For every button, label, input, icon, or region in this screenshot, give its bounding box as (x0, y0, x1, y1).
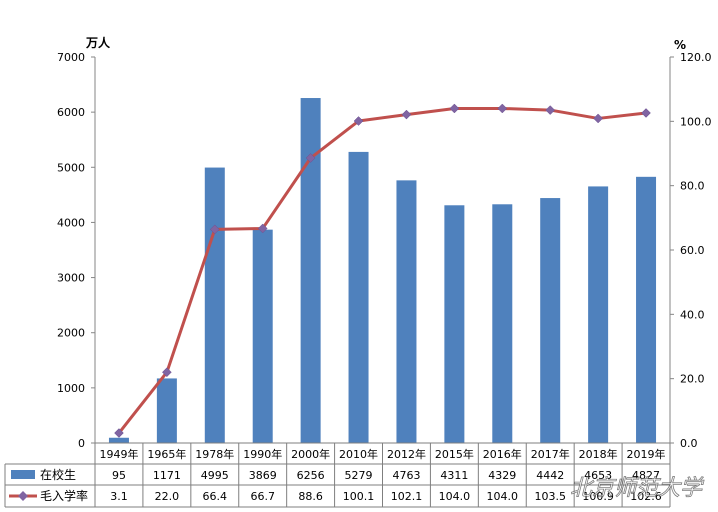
line-point (401, 109, 412, 120)
x-tick-label: 1949年 (99, 447, 138, 461)
x-tick-label: 2015年 (435, 447, 474, 461)
data-label: 4995 (201, 469, 229, 482)
line-point (593, 113, 603, 124)
bar (396, 180, 417, 444)
data-label: 3.1 (110, 490, 128, 503)
x-tick-label: 1990年 (243, 447, 282, 461)
line-point (545, 105, 556, 115)
x-tick-label: 2012年 (387, 447, 426, 461)
legend-marker (18, 491, 28, 501)
line-point (449, 103, 460, 114)
y-left-tick-label: 3000 (57, 272, 85, 285)
y-right-tick-label: 40.0 (680, 308, 705, 321)
bar (540, 198, 561, 443)
y-left-tick-label: 5000 (57, 161, 85, 174)
x-tick-label: 1965年 (147, 447, 186, 461)
line-point (162, 367, 172, 378)
y-left-tick-label: 1000 (57, 382, 85, 395)
legend-bar-swatch (11, 470, 35, 479)
y-left-unit: 万人 (85, 35, 111, 50)
y-left-tick-label: 4000 (57, 216, 85, 229)
x-tick-label: 2018年 (579, 447, 618, 461)
bar (156, 378, 177, 443)
data-label: 4442 (536, 469, 564, 482)
bar (348, 151, 369, 443)
data-label: 4763 (392, 469, 420, 482)
data-label: 66.7 (250, 490, 275, 503)
y-left-tick-label: 0 (78, 437, 85, 450)
bar (204, 167, 225, 443)
data-label: 95 (112, 469, 126, 482)
x-tick-label: 1978年 (195, 447, 234, 461)
data-label: 100.9 (582, 490, 614, 503)
legend-label: 在校生 (40, 467, 76, 482)
line-point (257, 223, 268, 234)
bar (636, 176, 657, 443)
line-point (209, 224, 220, 235)
line-point (114, 428, 124, 438)
data-label: 102.1 (391, 490, 423, 503)
y-left-tick-label: 2000 (57, 327, 85, 340)
data-label: 5279 (345, 469, 373, 482)
data-label: 103.5 (534, 490, 566, 503)
bar (108, 437, 129, 443)
legend-label: 毛入学率 (40, 488, 88, 503)
line-point (305, 153, 316, 163)
data-label: 4311 (440, 469, 468, 482)
y-right-tick-label: 120.0 (680, 51, 712, 64)
data-label: 66.4 (203, 490, 228, 503)
y-right-tick-label: 60.0 (680, 244, 705, 257)
data-label: 4827 (632, 469, 660, 482)
y-right-tick-label: 20.0 (680, 373, 705, 386)
bar (300, 98, 321, 444)
x-tick-label: 2016年 (483, 447, 522, 461)
data-label: 102.6 (630, 490, 662, 503)
bar (492, 204, 513, 443)
y-left-tick-label: 6000 (57, 106, 85, 119)
data-label: 100.1 (343, 490, 375, 503)
watermark: 北京师范大学 (570, 476, 705, 501)
y-right-tick-label: 100.0 (680, 115, 712, 128)
data-label: 1171 (153, 469, 181, 482)
bar (588, 186, 609, 443)
line-point (353, 116, 364, 126)
data-label: 4329 (488, 469, 516, 482)
data-label: 88.6 (298, 490, 323, 503)
x-tick-label: 2017年 (531, 447, 570, 461)
y-right-unit: % (674, 38, 686, 52)
y-right-tick-label: 80.0 (680, 180, 705, 193)
y-left-tick-label: 7000 (57, 51, 85, 64)
x-tick-label: 2019年 (627, 447, 666, 461)
line-point (497, 103, 508, 114)
data-label: 4653 (584, 469, 612, 482)
bar (444, 205, 465, 443)
x-tick-label: 2000年 (291, 447, 330, 461)
data-label: 3869 (249, 469, 277, 482)
x-tick-label: 2010年 (339, 447, 378, 461)
data-label: 22.0 (155, 490, 180, 503)
bar (252, 229, 273, 443)
line-series (117, 106, 647, 434)
data-label: 104.0 (487, 490, 519, 503)
data-label: 104.0 (439, 490, 471, 503)
y-right-tick-label: 0.0 (680, 437, 698, 450)
line-point (641, 108, 651, 118)
data-label: 6256 (297, 469, 325, 482)
